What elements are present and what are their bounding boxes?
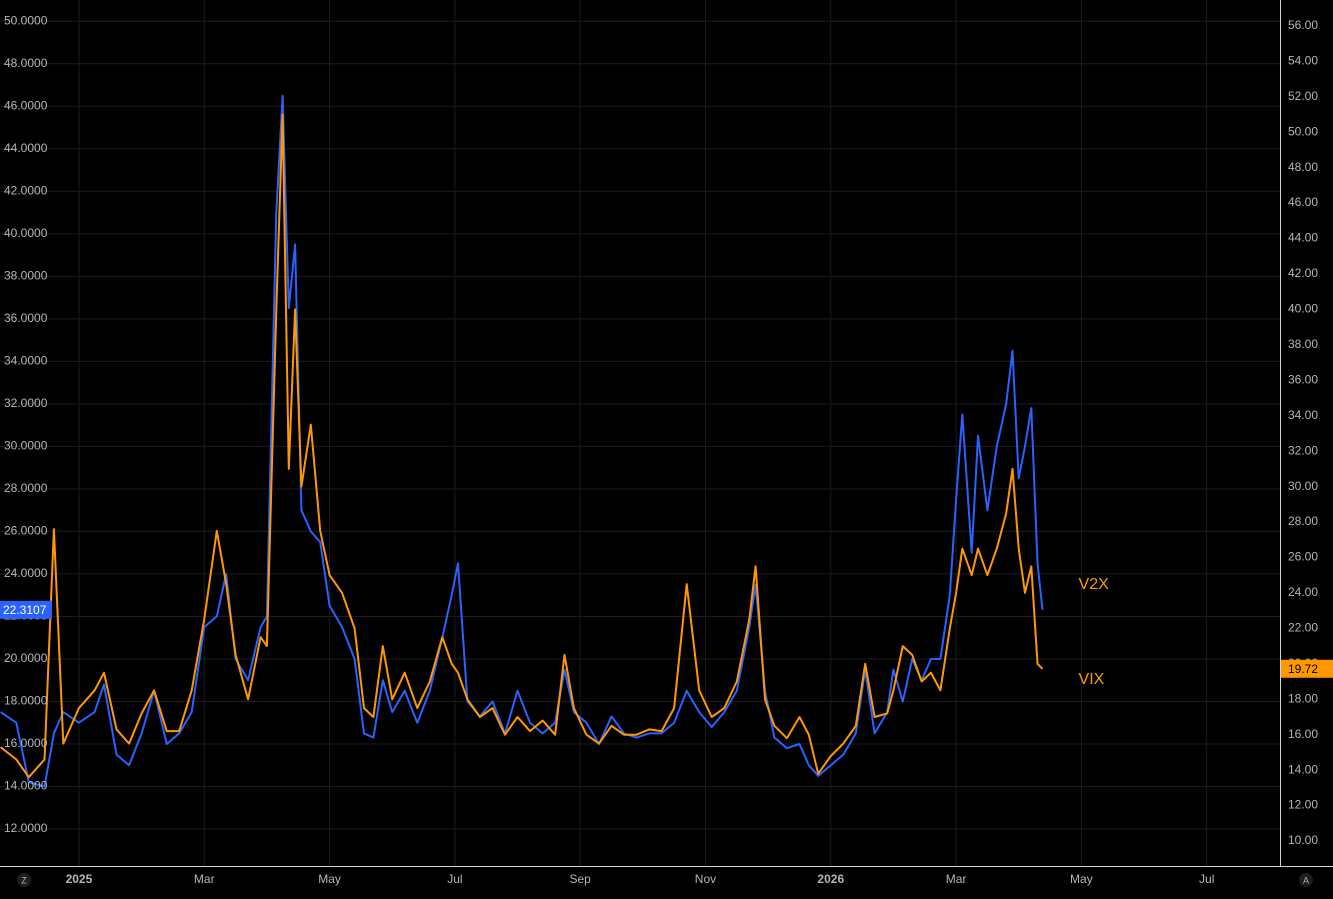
y2-tick-label: 42.00 xyxy=(1288,266,1318,280)
x-tick-label: May xyxy=(1070,872,1093,886)
y2-tick-label: 28.00 xyxy=(1288,514,1318,528)
y-tick-label: 46.0000 xyxy=(4,98,48,112)
y2-tick-label: 22.00 xyxy=(1288,621,1318,635)
control-label[interactable]: A xyxy=(1303,875,1309,885)
y2-tick-label: 46.00 xyxy=(1288,195,1318,209)
y2-tick-label: 54.00 xyxy=(1288,53,1318,67)
y2-tick-label: 52.00 xyxy=(1288,89,1318,103)
x-tick-label: Sep xyxy=(569,872,591,886)
y2-tick-label: 16.00 xyxy=(1288,727,1318,741)
x-tick-label: Jul xyxy=(1199,872,1214,886)
y-tick-label: 12.0000 xyxy=(4,821,48,835)
control-label[interactable]: Z xyxy=(21,875,27,885)
y-tick-label: 18.0000 xyxy=(4,694,48,708)
y2-tick-label: 14.00 xyxy=(1288,762,1318,776)
price-badge xyxy=(1281,659,1333,678)
y2-tick-label: 38.00 xyxy=(1288,337,1318,351)
y2-tick-label: 40.00 xyxy=(1288,302,1318,316)
y-tick-label: 48.0000 xyxy=(4,56,48,70)
y2-tick-label: 32.00 xyxy=(1288,443,1318,457)
y2-tick-label: 48.00 xyxy=(1288,160,1318,174)
y2-tick-label: 18.00 xyxy=(1288,691,1318,705)
y2-tick-label: 30.00 xyxy=(1288,479,1318,493)
y-tick-label: 42.0000 xyxy=(4,183,48,197)
y-tick-label: 16.0000 xyxy=(4,736,48,750)
y2-tick-label: 34.00 xyxy=(1288,408,1318,422)
y-tick-label: 28.0000 xyxy=(4,481,48,495)
y2-tick-label: 44.00 xyxy=(1288,231,1318,245)
series-name: VIX xyxy=(1079,671,1105,688)
x-tick-label: 2025 xyxy=(66,872,93,886)
y-tick-label: 32.0000 xyxy=(4,396,48,410)
y-tick-label: 20.0000 xyxy=(4,651,48,665)
y2-tick-label: 26.00 xyxy=(1288,550,1318,564)
y-tick-label: 24.0000 xyxy=(4,566,48,580)
y-tick-label: 50.0000 xyxy=(4,13,48,27)
y2-tick-label: 56.00 xyxy=(1288,18,1318,32)
control-button[interactable] xyxy=(17,873,31,887)
y2-tick-label: 10.00 xyxy=(1288,833,1318,847)
price-badge xyxy=(0,600,52,619)
y2-tick-label: 36.00 xyxy=(1288,372,1318,386)
series-name: V2X xyxy=(1079,576,1110,593)
y2-tick-label: 12.00 xyxy=(1288,798,1318,812)
y-tick-label: 26.0000 xyxy=(4,524,48,538)
y2-tick-label: 24.00 xyxy=(1288,585,1318,599)
x-tick-label: Jul xyxy=(447,872,462,886)
y-tick-label: 36.0000 xyxy=(4,311,48,325)
y-tick-label: 30.0000 xyxy=(4,439,48,453)
y-tick-label: 40.0000 xyxy=(4,226,48,240)
y-tick-label: 34.0000 xyxy=(4,354,48,368)
lines xyxy=(0,94,1044,788)
x-tick-label: Mar xyxy=(194,872,215,886)
price-label: 22.3107 xyxy=(3,603,47,617)
y-tick-label: 14.0000 xyxy=(4,779,48,793)
control-button[interactable] xyxy=(1299,873,1313,887)
y-tick-label: 38.0000 xyxy=(4,269,48,283)
y2-tick-label: 50.00 xyxy=(1288,124,1318,138)
series-line xyxy=(0,113,1044,779)
x-tick-label: Mar xyxy=(946,872,967,886)
x-tick-label: 2026 xyxy=(817,872,844,886)
x-tick-label: Nov xyxy=(695,872,716,886)
x-tick-label: May xyxy=(318,872,341,886)
labels: 12.0000 14.0000 16.0000 18.0000 20.0000 22.00… xyxy=(0,13,1333,886)
y-tick-label: 44.0000 xyxy=(4,141,48,155)
price-label: 19.72 xyxy=(1288,662,1318,676)
